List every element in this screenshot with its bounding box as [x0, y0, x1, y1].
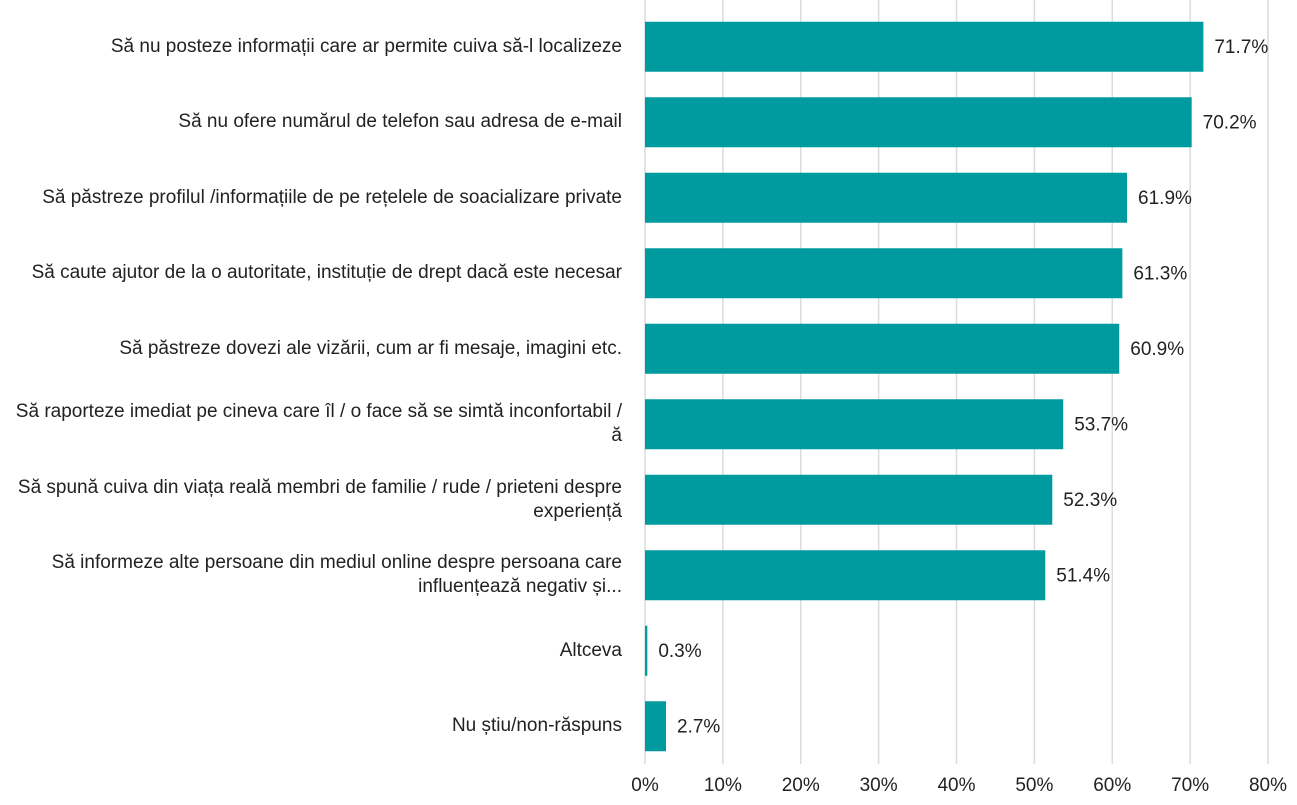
bar	[645, 550, 1046, 601]
value-label: 61.9%	[1138, 188, 1192, 209]
x-tick-label: 0%	[631, 775, 659, 796]
category-label: Să păstreze dovezi ale vizării, cum ar f…	[119, 337, 622, 359]
x-tick-label: 10%	[704, 775, 742, 796]
value-label: 2.7%	[677, 716, 720, 737]
bar	[645, 625, 648, 676]
x-tick-label: 30%	[860, 775, 898, 796]
bar	[645, 323, 1120, 374]
bar	[645, 21, 1204, 72]
x-tick-label: 40%	[937, 775, 975, 796]
category-label: Să raporteze imediat pe cineva care îl /…	[15, 401, 622, 447]
category-label: Să nu ofere numărul de telefon sau adres…	[178, 111, 622, 133]
value-label: 52.3%	[1063, 490, 1117, 511]
bar	[645, 248, 1123, 299]
x-tick-label: 20%	[782, 775, 820, 796]
x-tick-label: 50%	[1015, 775, 1053, 796]
value-label: 60.9%	[1130, 339, 1184, 360]
value-label: 71.7%	[1214, 37, 1268, 58]
category-label: Altceva	[559, 639, 622, 661]
x-tick-label: 60%	[1093, 775, 1131, 796]
value-label: 53.7%	[1074, 414, 1128, 435]
category-label: Nu știu/non-răspuns	[451, 715, 622, 737]
bar	[645, 97, 1192, 148]
category-label: Să spună cuiva din viața reală membri de…	[17, 476, 622, 522]
value-label: 0.3%	[658, 641, 701, 662]
bar	[645, 701, 667, 752]
category-label: Să păstreze profilul /informațiile de pe…	[42, 186, 622, 208]
x-tick-label: 80%	[1249, 775, 1287, 796]
category-label: Să caute ajutor de la o autoritate, inst…	[31, 262, 622, 284]
value-label: 70.2%	[1203, 112, 1257, 133]
x-tick-label: 70%	[1171, 775, 1209, 796]
value-label: 61.3%	[1133, 263, 1187, 284]
category-label: Să nu posteze informații care ar permite…	[110, 35, 622, 57]
category-label: Să informeze alte persoane din mediul on…	[51, 552, 622, 598]
bar	[645, 474, 1053, 525]
value-label: 51.4%	[1056, 565, 1110, 586]
bar	[645, 399, 1064, 450]
bar	[645, 172, 1128, 223]
